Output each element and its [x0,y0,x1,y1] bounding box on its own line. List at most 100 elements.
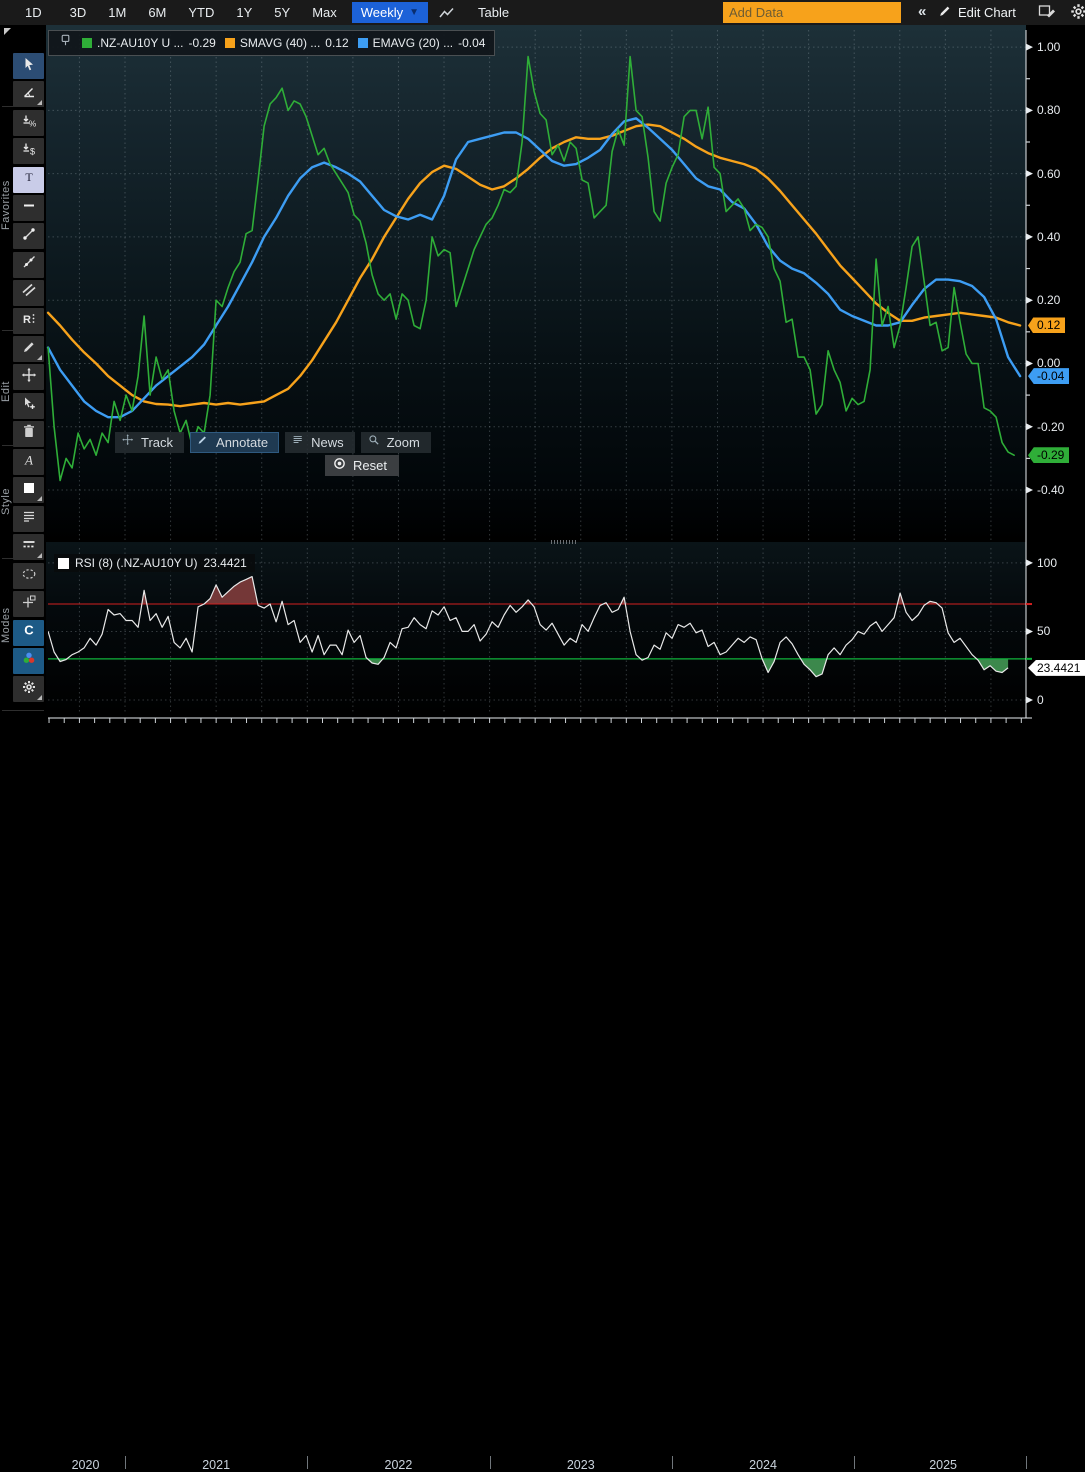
color-theme-mode[interactable] [13,648,44,674]
year-separator [490,1456,491,1469]
sidebar-section-label-edit: Edit [0,337,13,447]
move-tool[interactable] [13,364,44,390]
trend-line-tool[interactable] [13,223,44,249]
horizontal-line-tool[interactable] [13,195,44,221]
year-label-2025: 2025 [929,1458,957,1472]
legend-pin-icon[interactable] [58,33,73,53]
ray-icon [21,254,37,275]
track-label: Track [141,435,173,450]
price-change-tool[interactable]: $ [13,138,44,164]
y-axis-tick-label: 0.20 [1037,293,1060,307]
edit-chart-label: Edit Chart [958,5,1016,20]
font-style-tool[interactable]: A [13,449,44,475]
line-list-tool[interactable] [13,506,44,532]
main-chart-plot-area[interactable] [46,25,1026,541]
year-separator [672,1456,673,1469]
legend-item-2[interactable]: EMAVG (20) ...-0.04 [358,36,486,50]
compare-mode[interactable]: C [13,620,44,646]
year-separator [1026,1456,1027,1469]
text-icon: T [21,169,37,190]
legend-item-0[interactable]: .NZ-AU10Y U ...-0.29 [82,36,216,50]
selectplus-icon [21,395,37,416]
year-label-2023: 2023 [567,1458,595,1472]
y-axis-tick-label: -0.40 [1037,483,1064,497]
reset-icon [333,457,346,473]
period-button-5y[interactable]: 5Y [263,2,301,23]
legend-series-name: EMAVG (20) ... [373,36,453,50]
legend-swatch-icon [225,38,235,48]
font-icon: A [21,452,37,473]
multi-select-tool[interactable] [13,393,44,419]
angle-icon [21,84,37,105]
reset-label: Reset [353,458,387,473]
sidebar-section-label-favorites: Favorites [0,150,13,260]
track-icon [122,434,135,450]
year-label-2024: 2024 [749,1458,777,1472]
pencil-icon [21,339,37,360]
segment-icon [21,226,37,247]
text-annotation-tool[interactable]: T [13,167,44,193]
colors-icon [21,650,37,671]
chart-application: 1D 3D1M6MYTD1Y5YMax Weekly ▼ Table « Edit… [0,0,1085,752]
period-button-3d[interactable]: 3D [59,2,98,23]
period-button-group: 1D 3D1M6MYTD1Y5YMax [14,2,348,23]
chart-options-mode[interactable] [13,676,44,702]
news-button[interactable]: News [285,432,355,453]
reset-zoom-button[interactable]: Reset [325,455,399,476]
year-separator [854,1456,855,1469]
ray-line-tool[interactable] [13,252,44,278]
period-button-ytd[interactable]: YTD [177,2,225,23]
angle-measure-tool[interactable] [13,81,44,107]
rsi-legend[interactable]: RSI (8) (.NZ-AU10Y U) 23.4421 [54,554,255,572]
frequency-dropdown[interactable]: Weekly ▼ [352,2,428,23]
period-button-1y[interactable]: 1Y [225,2,263,23]
period-button-6m[interactable]: 6M [137,2,177,23]
track-button[interactable]: Track [115,432,184,453]
line-chart-type-button[interactable] [438,6,455,20]
parallel-channel-tool[interactable] [13,280,44,306]
collapse-panel-button[interactable]: « [912,1,932,22]
dashes-icon [21,536,37,557]
chart-annotation-settings-icon[interactable] [1038,3,1056,19]
regression-tool[interactable]: R [13,308,44,334]
legend-item-1[interactable]: SMAVG (40) ...0.12 [225,36,349,50]
sidebar-collapse-icon[interactable] [4,28,11,35]
color-fill-tool[interactable] [13,477,44,503]
usd-icon: $ [21,141,37,162]
regression-icon: R [21,311,37,332]
hline-icon [21,197,37,218]
settings-gear-icon[interactable] [1070,3,1085,20]
crosshair-lock-mode[interactable] [13,591,44,617]
year-label-2022: 2022 [385,1458,413,1472]
cursor-tool[interactable] [13,53,44,79]
zoom-button[interactable]: Zoom [361,432,431,453]
drawing-tools-sidebar: Favorites%$TREditStyleAModesC [0,25,46,752]
edit-chart-button[interactable]: Edit Chart [938,0,1016,25]
y-axis-tick-label: 0.60 [1037,167,1060,181]
annotate-button[interactable]: Annotate [190,432,279,453]
year-separator [125,1456,126,1469]
rsi-value-tag: 23.4421 [1028,660,1085,676]
period-button-1d[interactable]: 1D [14,2,53,23]
pct-icon: % [21,113,37,134]
period-button-1m[interactable]: 1M [97,2,137,23]
svg-text:R: R [23,314,31,326]
panel-splitter[interactable] [46,540,1026,544]
table-button[interactable]: Table [467,2,520,23]
legend-series-value: -0.29 [188,36,215,50]
percent-change-tool[interactable]: % [13,110,44,136]
x-axis-year-band: 202020212022202320242025 [0,727,1085,752]
delete-annotation-tool[interactable] [13,421,44,447]
annotate-label: Annotate [216,435,268,450]
add-data-input[interactable] [723,2,901,23]
right-price-axis[interactable] [1026,25,1085,752]
draw-tool[interactable] [13,336,44,362]
news-label: News [311,435,344,450]
line-style-tool[interactable] [13,534,44,560]
year-separator [307,1456,308,1469]
lasso-select-mode[interactable] [13,563,44,589]
zoom-label: Zoom [387,435,420,450]
period-button-max[interactable]: Max [301,2,348,23]
svg-text:A: A [24,452,33,467]
crosshairlock-icon [21,594,37,615]
